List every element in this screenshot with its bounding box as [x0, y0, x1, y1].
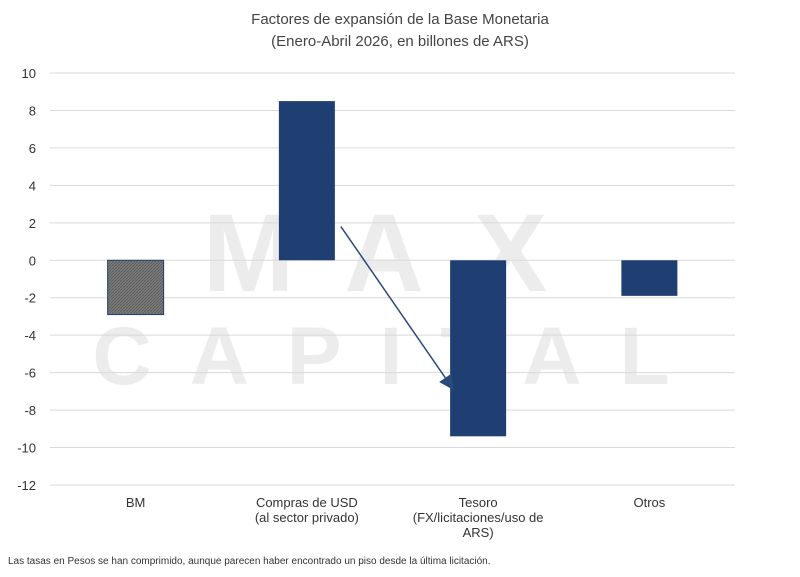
y-tick-label: 2 — [29, 216, 36, 231]
annotation-arrow — [340, 226, 454, 391]
chart-title: Factores de expansión de la Base Monetar… — [251, 11, 549, 28]
watermark-capital: CAPITAL — [92, 311, 708, 402]
x-category-label: Otros — [633, 495, 665, 510]
x-category-label: Tesoro — [459, 495, 498, 510]
x-category-label: Compras de USD — [256, 495, 358, 510]
chart-subtitle: (Enero-Abril 2026, en billones de ARS) — [271, 33, 529, 50]
bar — [278, 101, 335, 261]
y-tick-label: 10 — [22, 66, 36, 81]
x-category-label: ARS) — [463, 525, 494, 540]
footnote: Las tasas en Pesos se han comprimido, au… — [8, 556, 491, 567]
y-tick-label: -2 — [24, 291, 36, 306]
y-tick-label: 4 — [29, 178, 36, 193]
y-tick-label: -10 — [17, 441, 36, 456]
x-category-label: (FX/licitaciones/uso de — [413, 510, 544, 525]
bar — [450, 260, 507, 437]
x-category-label: BM — [126, 495, 146, 510]
y-tick-label: 6 — [29, 141, 36, 156]
y-tick-label: -4 — [24, 328, 36, 343]
y-tick-label: -12 — [17, 478, 36, 493]
y-tick-label: 8 — [29, 103, 36, 118]
y-tick-label: -8 — [24, 403, 36, 418]
y-tick-label: 0 — [29, 253, 36, 268]
bar — [621, 260, 678, 296]
bar — [107, 259, 165, 316]
y-tick-label: -6 — [24, 366, 36, 381]
x-category-label: (al sector privado) — [255, 510, 359, 525]
